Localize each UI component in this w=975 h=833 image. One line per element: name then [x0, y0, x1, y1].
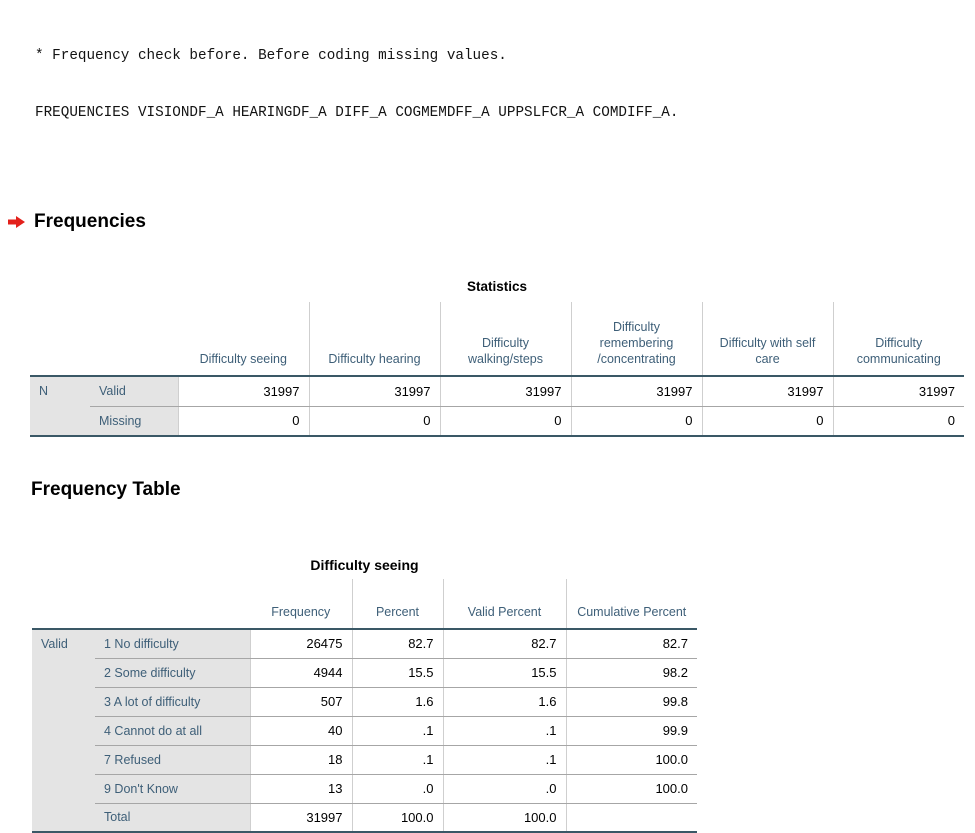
percent-cell: 15.5	[351, 658, 443, 688]
frequency-corner-cell	[32, 579, 95, 630]
statistics-column-header: Difficulty communicating	[832, 302, 964, 377]
frequency-total-row: Total 31997 100.0 100.0	[32, 803, 697, 833]
statistics-value-cell: 0	[701, 406, 833, 437]
syntax-comment-line: * Frequency check before. Before coding …	[35, 48, 507, 64]
percent-cell: 1.6	[351, 687, 443, 717]
statistics-column-header: Difficulty walking/steps	[439, 302, 571, 377]
frequency-cell: 26475	[249, 629, 352, 659]
statistics-missing-row: Missing 0 0 0 0 0 0	[30, 406, 964, 437]
statistics-table[interactable]: Difficulty seeing Difficulty hearing Dif…	[30, 302, 964, 437]
frequency-row: 7 Refused 18 .1 .1 100.0	[32, 745, 697, 775]
syntax-log: * Frequency check before. Before coding …	[35, 9, 975, 161]
valid-percent-cell: 1.6	[442, 687, 566, 717]
percent-cell: 100.0	[351, 803, 443, 833]
statistics-value-cell: 0	[832, 406, 964, 437]
frequency-row: 4 Cannot do at all 40 .1 .1 99.9	[32, 716, 697, 746]
value-label: 1 No difficulty	[95, 629, 250, 659]
cumulative-percent-cell: 82.7	[565, 629, 697, 659]
statistics-column-header: Difficulty hearing	[308, 302, 440, 377]
red-arrow-icon	[8, 216, 25, 228]
frequency-row: 3 A lot of difficulty 507 1.6 1.6 99.8	[32, 687, 697, 717]
statistics-row-group-label: N	[30, 376, 90, 437]
statistics-column-header: Difficulty with self care	[701, 302, 833, 377]
frequency-row-group-label: Valid	[32, 629, 95, 833]
frequency-corner-cell	[95, 579, 250, 630]
frequency-row: Valid 1 No difficulty 26475 82.7 82.7 82…	[32, 629, 697, 833]
value-label: 4 Cannot do at all	[95, 716, 250, 746]
valid-percent-cell: 15.5	[442, 658, 566, 688]
statistics-header-row: Difficulty seeing Difficulty hearing Dif…	[30, 302, 964, 377]
frequency-table-title: Difficulty seeing	[310, 557, 419, 573]
value-label: 3 A lot of difficulty	[95, 687, 250, 717]
statistics-value-cell: 0	[308, 406, 440, 437]
frequency-column-header: Cumulative Percent	[565, 579, 697, 630]
frequency-cell: 31997	[249, 803, 352, 833]
statistics-value-cell: 31997	[308, 376, 440, 407]
cumulative-percent-cell: 100.0	[565, 745, 697, 775]
frequency-cell: 507	[249, 687, 352, 717]
valid-percent-cell: 100.0	[442, 803, 566, 833]
statistics-value-cell: 31997	[439, 376, 571, 407]
frequency-header-row: Frequency Percent Valid Percent Cumulati…	[32, 579, 697, 630]
statistics-value-cell: 0	[570, 406, 702, 437]
statistics-value-cell: 31997	[570, 376, 702, 407]
statistics-row-label: Valid	[90, 376, 178, 407]
statistics-corner-cell	[30, 302, 90, 377]
statistics-corner-cell	[90, 302, 178, 377]
percent-cell: .1	[351, 716, 443, 746]
percent-cell: .0	[351, 774, 443, 804]
cumulative-percent-cell: 99.8	[565, 687, 697, 717]
difficulty-seeing-table[interactable]: Frequency Percent Valid Percent Cumulati…	[32, 579, 697, 833]
valid-percent-cell: .0	[442, 774, 566, 804]
frequencies-heading: Frequencies	[34, 211, 146, 232]
value-label: Total	[95, 803, 250, 833]
value-label: 2 Some difficulty	[95, 658, 250, 688]
statistics-value-cell: 31997	[177, 376, 309, 407]
statistics-value-cell: 31997	[832, 376, 964, 407]
statistics-value-cell: 31997	[701, 376, 833, 407]
statistics-table-title: Statistics	[466, 279, 528, 294]
value-label: 7 Refused	[95, 745, 250, 775]
statistics-valid-row: N Valid 31997 31997 31997 31997 31997 31…	[30, 376, 964, 437]
frequency-cell: 4944	[249, 658, 352, 688]
frequency-column-header: Valid Percent	[442, 579, 566, 630]
frequency-cell: 18	[249, 745, 352, 775]
cumulative-percent-cell: 98.2	[565, 658, 697, 688]
valid-percent-cell: .1	[442, 745, 566, 775]
frequency-column-header: Frequency	[250, 579, 352, 630]
statistics-value-cell: 0	[439, 406, 571, 437]
valid-percent-cell: 82.7	[442, 629, 566, 659]
cumulative-percent-cell: 100.0	[565, 774, 697, 804]
valid-percent-cell: .1	[442, 716, 566, 746]
frequency-cell: 40	[249, 716, 352, 746]
statistics-row-label: Missing	[90, 406, 178, 437]
frequency-column-header: Percent	[351, 579, 443, 630]
statistics-column-header: Difficulty seeing	[178, 302, 309, 377]
percent-cell: .1	[351, 745, 443, 775]
value-label: 9 Don't Know	[95, 774, 250, 804]
frequency-row: 2 Some difficulty 4944 15.5 15.5 98.2	[32, 658, 697, 688]
spss-output-viewer: * Frequency check before. Before coding …	[0, 9, 975, 833]
frequency-cell: 13	[249, 774, 352, 804]
statistics-value-cell: 0	[177, 406, 309, 437]
statistics-column-header: Difficulty remembering /concentrating	[570, 302, 702, 377]
cumulative-percent-cell	[565, 803, 697, 833]
cumulative-percent-cell: 99.9	[565, 716, 697, 746]
syntax-command-line: FREQUENCIES VISIONDF_A HEARINGDF_A DIFF_…	[35, 105, 679, 121]
frequency-row: 9 Don't Know 13 .0 .0 100.0	[32, 774, 697, 804]
frequencies-heading-row: Frequencies	[8, 211, 975, 233]
frequency-table-heading: Frequency Table	[31, 479, 181, 500]
percent-cell: 82.7	[351, 629, 443, 659]
